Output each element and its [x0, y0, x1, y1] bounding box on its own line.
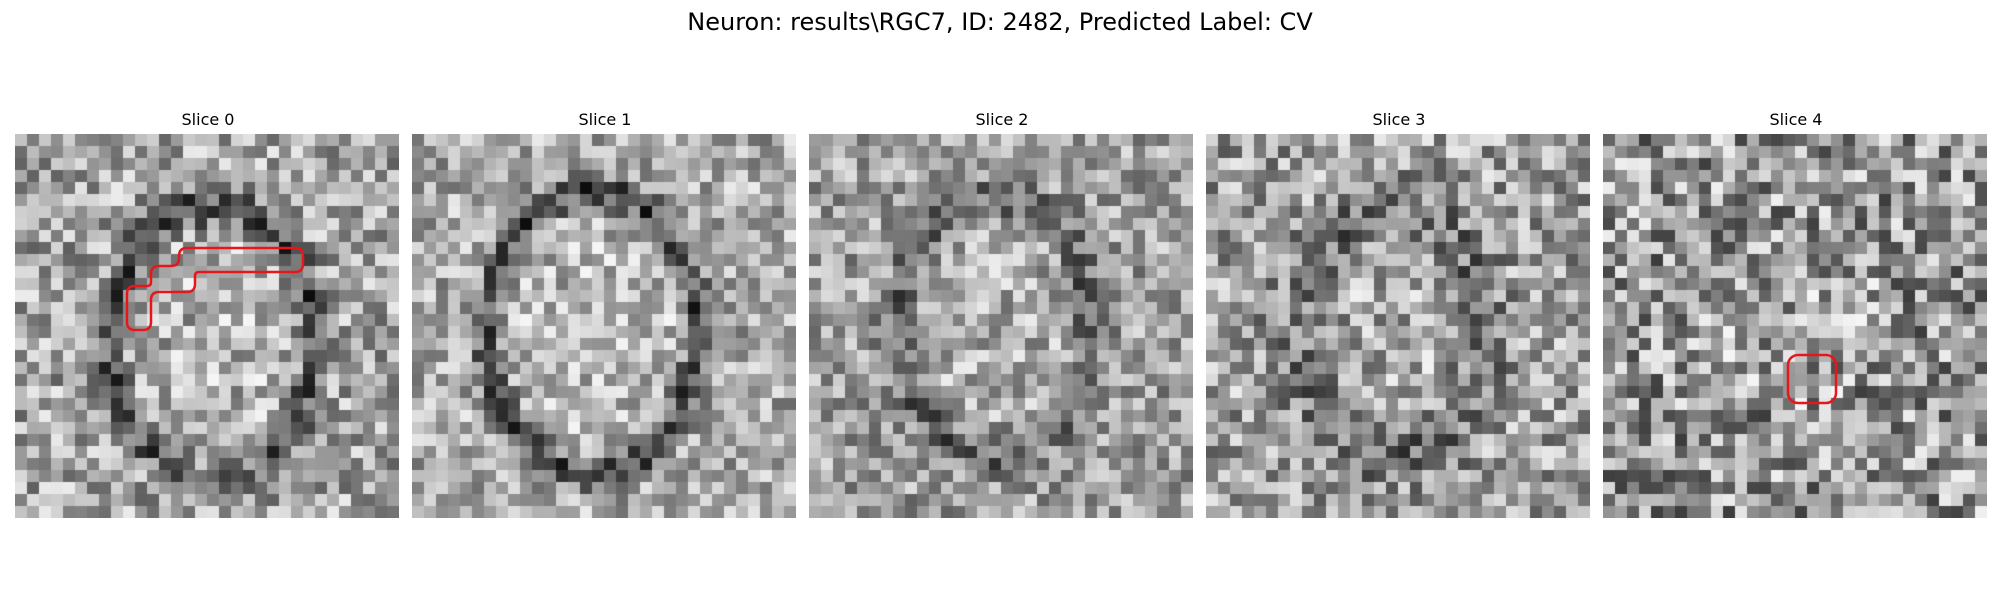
- slice-image: [1603, 134, 1987, 518]
- slice-panel-4: Slice 4: [1603, 110, 1989, 518]
- slice-panel-3: Slice 3: [1206, 110, 1592, 518]
- slice-image: [15, 134, 399, 518]
- slice-title: Slice 3: [1372, 110, 1426, 129]
- slice-panel-2: Slice 2: [809, 110, 1195, 518]
- slice-panel-0: Slice 0: [15, 110, 401, 518]
- slice-image: [1206, 134, 1590, 518]
- highlight-region: [1786, 353, 1838, 405]
- slice-panel-1: Slice 1: [412, 110, 798, 518]
- figure-title: Neuron: results\RGC7, ID: 2482, Predicte…: [687, 8, 1313, 36]
- highlight-region: [125, 246, 305, 332]
- slice-image: [412, 134, 796, 518]
- slice-title: Slice 2: [975, 110, 1029, 129]
- slice-title: Slice 4: [1769, 110, 1823, 129]
- slice-title: Slice 0: [181, 110, 235, 129]
- slice-title: Slice 1: [578, 110, 632, 129]
- slice-image: [809, 134, 1193, 518]
- highlight-overlay: [1786, 353, 1838, 405]
- highlight-overlay: [125, 246, 305, 332]
